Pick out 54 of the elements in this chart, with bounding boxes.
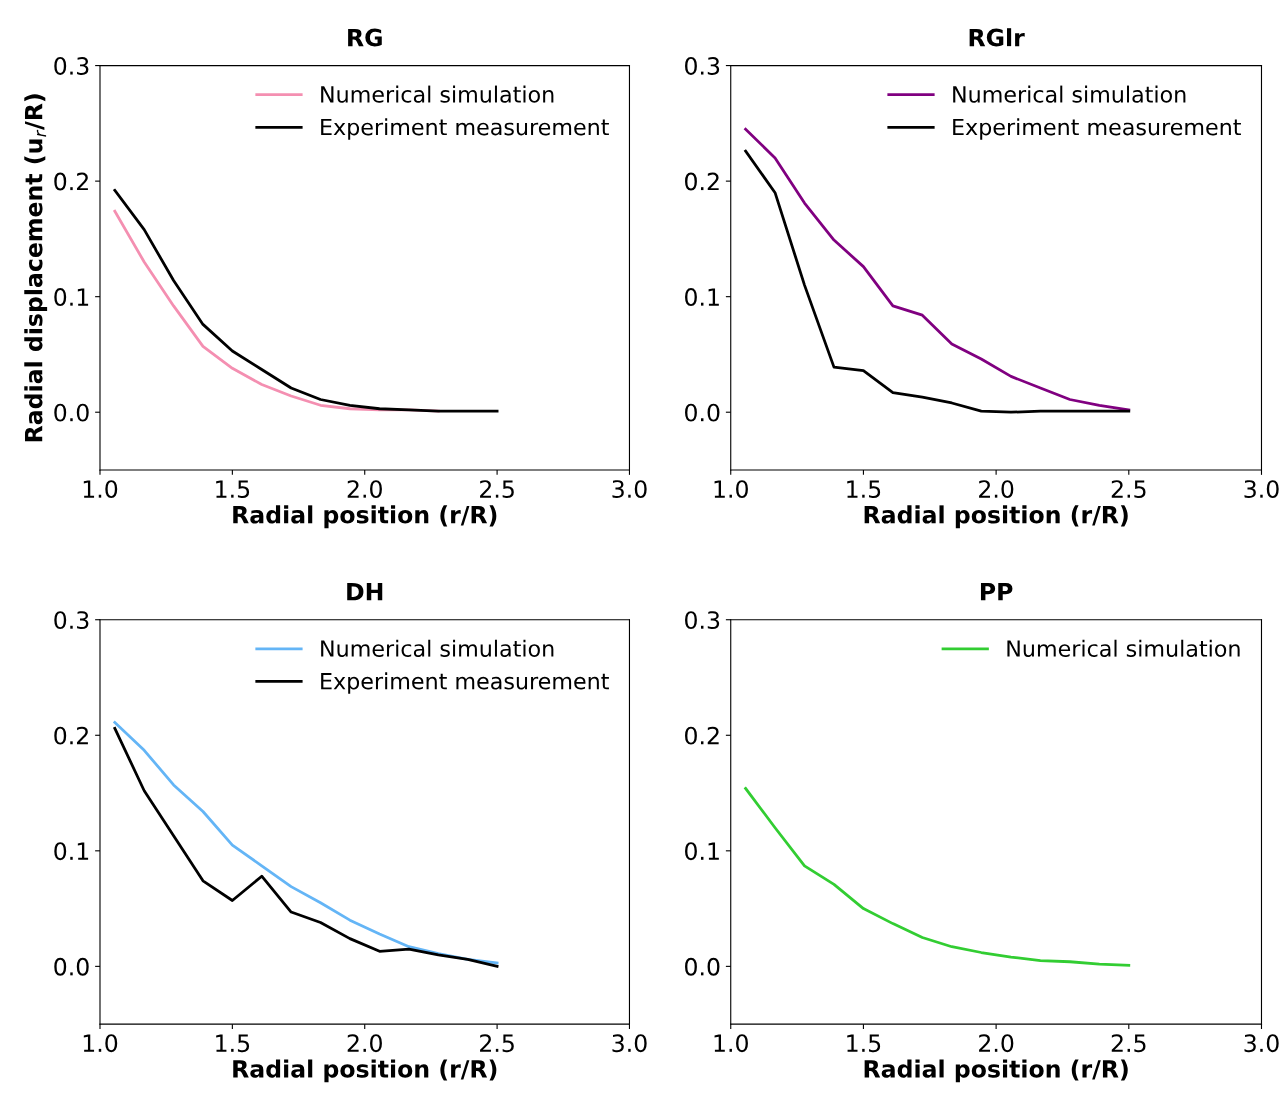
x-tick-label: 3.0 (612, 1034, 647, 1053)
legend-label: Experiment measurement (953, 118, 1241, 140)
x-tick-label: 1.5 (216, 1034, 250, 1053)
x-axis-title: Radial position (r/R) (233, 1059, 497, 1083)
y-tick-label: 0.0 (685, 957, 720, 976)
legend-label: Numerical simulation (1007, 639, 1240, 657)
x-tick-label: 2.0 (347, 480, 382, 498)
chart-title: DH (347, 583, 383, 601)
y-tick-label: 0.1 (685, 288, 719, 306)
x-tick-label: 2.0 (347, 1034, 382, 1053)
x-tick-label: 2.5 (1111, 1034, 1146, 1053)
x-tick-label: 2.0 (979, 480, 1014, 498)
x-tick-label: 1.0 (714, 480, 748, 498)
x-tick-label: 1.5 (847, 1034, 881, 1053)
chart-title: RGlr (969, 28, 1025, 47)
line-series (744, 787, 1131, 967)
y-axis-title: Radial displacement (u$_{r}$/R) (24, 94, 48, 442)
y-tick-label: 0.3 (685, 611, 720, 630)
x-tick-label: 1.0 (83, 480, 118, 498)
y-tick-label: 0.2 (685, 172, 719, 191)
legend-label: Experiment measurement (321, 672, 609, 694)
x-tick-label: 3.0 (612, 480, 647, 498)
x-tick-label: 1.0 (714, 1034, 748, 1053)
x-tick-label: 3.0 (1244, 480, 1279, 498)
x-tick-label: 1.0 (83, 1034, 118, 1053)
y-tick-label: 0.2 (54, 726, 88, 745)
y-tick-label: 0.3 (54, 57, 89, 75)
y-tick-label: 0.0 (685, 403, 720, 422)
x-tick-label: 2.5 (480, 1034, 514, 1053)
legend-label: Numerical simulation (321, 639, 554, 657)
y-tick-label: 0.0 (54, 957, 89, 976)
y-tick-label: 0.0 (54, 403, 89, 422)
x-axis-title: Radial position (r/R) (233, 505, 497, 529)
x-tick-label: 1.5 (847, 480, 881, 498)
y-tick-label: 0.2 (685, 726, 719, 745)
y-tick-label: 0.1 (54, 288, 89, 306)
x-tick-label: 1.5 (216, 480, 250, 498)
x-axis-title: Radial position (r/R) (864, 505, 1128, 529)
x-tick-label: 2.5 (480, 480, 514, 498)
chart-title: RG (348, 28, 382, 47)
legend-label: Numerical simulation (321, 85, 554, 103)
y-tick-label: 0.2 (54, 172, 88, 191)
x-axis-title: Radial position (r/R) (864, 1059, 1128, 1083)
x-tick-label: 2.0 (979, 1034, 1014, 1053)
legend-label: Experiment measurement (321, 118, 609, 140)
chart-title: PP (980, 583, 1013, 601)
legend-label: Numerical simulation (953, 85, 1186, 103)
y-tick-label: 0.1 (54, 842, 89, 861)
y-tick-label: 0.1 (685, 842, 719, 861)
y-tick-label: 0.3 (54, 611, 89, 630)
line-series (113, 188, 499, 413)
y-tick-label: 0.3 (685, 57, 720, 75)
x-tick-label: 2.5 (1111, 480, 1146, 498)
x-tick-label: 3.0 (1244, 1034, 1279, 1053)
